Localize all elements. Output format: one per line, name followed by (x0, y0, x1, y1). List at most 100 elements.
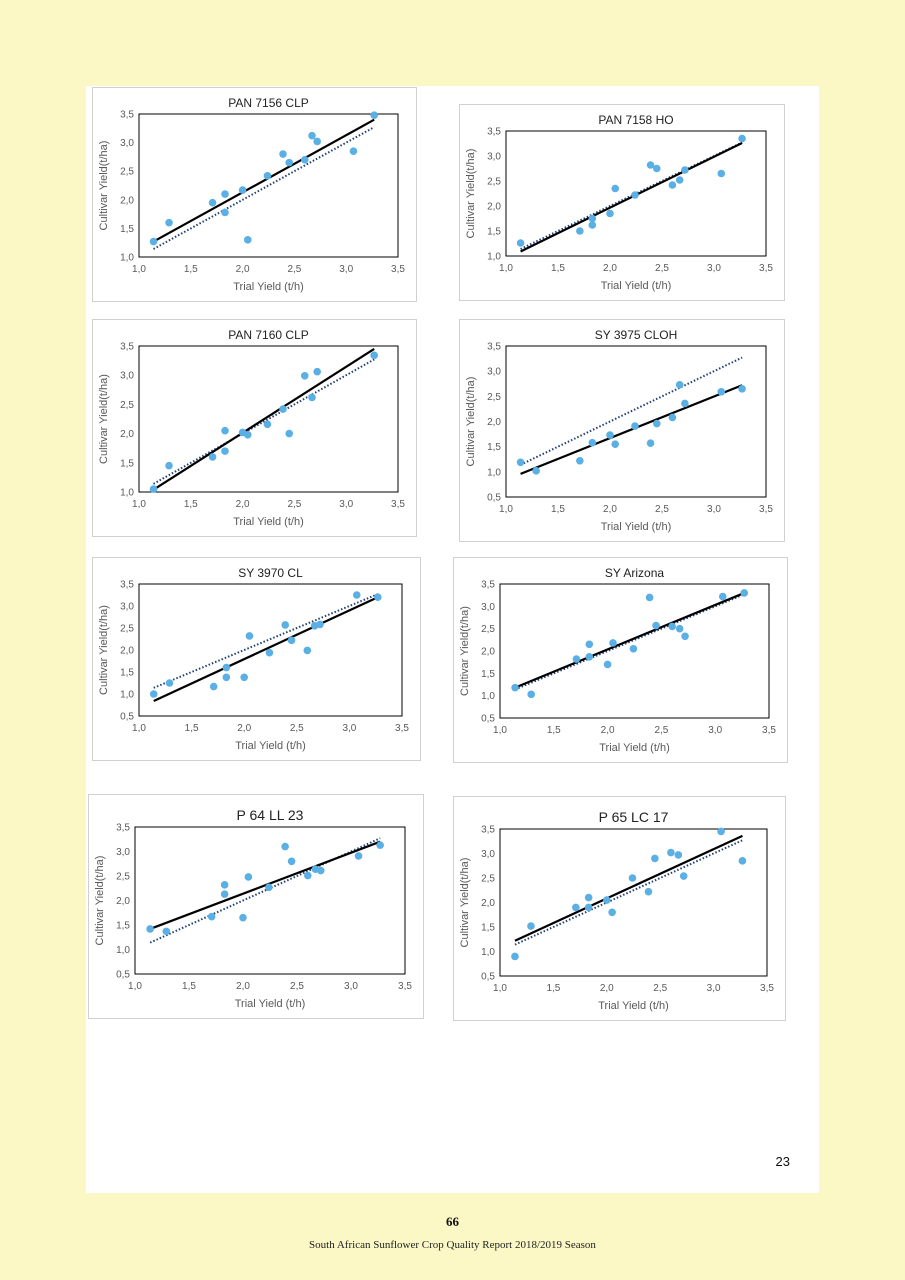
chart-panel-p-64-ll-23: P 64 LL 23 1,0 1,5 2,0 2,5 3,0 3,5 0,5 1,0 1,5 2,0… (88, 794, 424, 1019)
data-point (220, 881, 229, 889)
x-tick-label: 3,0 (707, 504, 721, 515)
data-point (631, 191, 639, 199)
data-point (653, 419, 661, 428)
data-point (209, 682, 218, 691)
data-point (516, 239, 525, 247)
x-axis-label: Trial Yield (t/h) (235, 998, 306, 1010)
y-tick-label: 1,5 (120, 668, 134, 679)
x-tick-label: 3,5 (759, 263, 773, 274)
plot-area-frame (138, 113, 399, 258)
plot-area-frame (134, 826, 406, 975)
y-tick-label: 0,5 (120, 712, 134, 723)
chart-panel-pan-7158-ho: PAN 7158 HO 1,0 1,5 2,0 2,5 3,0 3,5 1,0 1,5 2,0 2,… (459, 104, 785, 301)
footer-report-title: South African Sunflower Crop Quality Rep… (309, 1239, 596, 1251)
data-point (244, 873, 253, 881)
x-tick-label: 2,5 (287, 264, 301, 275)
data-point (207, 912, 216, 921)
x-tick-label: 3,0 (342, 723, 356, 734)
data-point (221, 190, 229, 198)
x-axis-label: Trial Yield (t/h) (233, 281, 304, 293)
y-tick-label: 2,0 (481, 898, 495, 909)
data-point (208, 198, 217, 207)
y-tick-label: 2,0 (120, 646, 134, 657)
data-point (165, 679, 174, 687)
data-point (374, 593, 382, 601)
data-point (651, 854, 659, 863)
x-tick-label: 1,0 (128, 981, 142, 992)
y-tick-label: 2,5 (116, 872, 130, 883)
data-point (511, 952, 519, 961)
x-tick-label: 3,5 (391, 264, 405, 275)
x-tick-label: 1,0 (493, 725, 507, 736)
y-tick-label: 2,0 (481, 647, 495, 658)
x-tick-label: 3,0 (339, 499, 353, 510)
data-point (675, 624, 684, 633)
inner-page-number: 23 (775, 1154, 790, 1169)
x-tick-label: 2,0 (603, 504, 617, 515)
data-point (576, 456, 584, 465)
data-point (738, 384, 746, 393)
data-point (603, 896, 611, 904)
x-axis-label: Trial Yield (t/h) (233, 516, 304, 528)
y-tick-label: 2,5 (487, 392, 501, 403)
x-tick-label: 2,5 (655, 263, 669, 274)
data-point (629, 644, 638, 653)
data-point (220, 890, 229, 898)
data-point (584, 893, 593, 902)
x-tick-label: 3,0 (707, 263, 721, 274)
plot-area-frame (138, 583, 403, 717)
y-tick-label: 3,5 (487, 342, 501, 353)
data-point (287, 636, 296, 645)
data-point (717, 388, 726, 396)
x-axis-label: Trial Yield (t/h) (601, 521, 672, 533)
x-tick-label: 3,5 (759, 504, 773, 515)
data-point (370, 111, 378, 119)
data-point (527, 922, 535, 930)
data-point (588, 214, 597, 223)
data-point (652, 621, 660, 630)
y-tick-label: 3,0 (481, 849, 495, 860)
data-point (149, 690, 158, 698)
y-tick-label: 2,0 (120, 429, 134, 440)
data-point (243, 430, 252, 439)
x-tick-label: 2,0 (236, 499, 250, 510)
data-point (149, 237, 158, 246)
data-point (631, 422, 639, 430)
data-point (239, 913, 247, 922)
data-point (313, 137, 321, 146)
plot-area-frame (499, 828, 768, 977)
y-tick-label: 3,0 (487, 152, 501, 163)
chart-panel-pan-7160-clp: PAN 7160 CLP 1,0 1,5 2,0 2,5 3,0 3,5 1,0 1,5 2,0 2… (92, 319, 417, 537)
data-point (304, 871, 312, 880)
data-point (645, 593, 654, 602)
data-point (740, 589, 749, 597)
x-tick-label: 1,0 (132, 264, 146, 275)
chart-title: P 64 LL 23 (237, 807, 304, 823)
y-tick-label: 0,5 (487, 493, 501, 504)
chart-panel-sy-3975-cloh: SY 3975 CLOH 1,0 1,5 2,0 2,5 3,0 3,5 0,5 1,0 1,5 2… (459, 319, 785, 542)
data-point (738, 134, 746, 143)
x-tick-label: 2,5 (290, 981, 304, 992)
y-tick-label: 3,0 (487, 367, 501, 378)
y-tick-label: 3,0 (120, 602, 134, 613)
x-tick-label: 3,0 (339, 264, 353, 275)
scatter-chart: PAN 7156 CLP 1,0 1,5 2,0 2,5 3,0 3,5 1,0 1,5 2,0 2… (98, 96, 405, 293)
y-tick-label: 3,0 (116, 847, 130, 858)
x-tick-label: 2,0 (236, 264, 250, 275)
data-point (717, 827, 725, 836)
scatter-chart: P 65 LC 171,0 1,5 2,0 2,5 3,0 3,50,51,01,52,0… (459, 809, 774, 1012)
data-point (516, 458, 525, 467)
data-point (149, 485, 158, 493)
data-point (352, 591, 361, 599)
y-tick-label: 0,5 (481, 714, 495, 725)
data-point (738, 857, 747, 865)
x-tick-label: 3,5 (762, 725, 776, 736)
y-tick-label: 1,5 (481, 669, 495, 680)
data-point (222, 663, 231, 672)
chart-panel-pan-7156-clp: PAN 7156 CLP 1,0 1,5 2,0 2,5 3,0 3,5 1,0 1,5 2,0 2… (92, 87, 417, 302)
chart-title: PAN 7156 CLP (228, 96, 309, 110)
y-axis-label: Cultivar Yield(t/ha) (98, 374, 110, 464)
y-tick-label: 1,5 (116, 921, 130, 932)
x-tick-label: 2,5 (287, 499, 301, 510)
x-tick-label: 2,0 (237, 723, 251, 734)
